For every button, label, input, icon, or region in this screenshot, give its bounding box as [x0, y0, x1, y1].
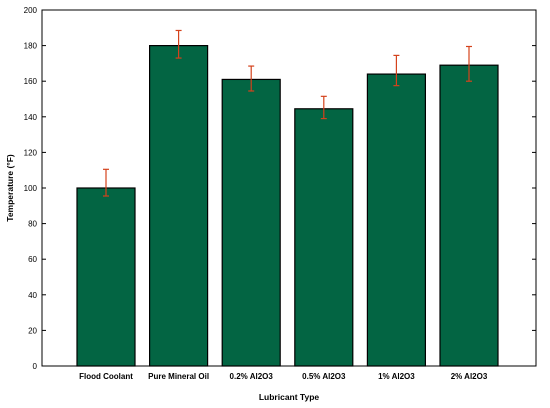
error-bars — [103, 29, 472, 197]
y-tick-label: 0 — [33, 362, 38, 371]
bar — [149, 44, 209, 367]
bar — [294, 108, 354, 367]
y-tick-label: 120 — [24, 148, 38, 157]
y-tick-label: 60 — [28, 255, 37, 264]
y-tick-label: 20 — [28, 326, 37, 335]
bar — [221, 78, 281, 367]
y-axis-title: Temperature (°F) — [5, 154, 15, 222]
y-axis-ticks: 0 20 40 60 80 100 120 140 160 180 200 — [24, 6, 536, 371]
x-category-label: 2% Al2O3 — [451, 372, 488, 381]
y-tick-label: 200 — [24, 6, 38, 15]
x-category-label: Pure Mineral Oil — [148, 372, 209, 381]
x-category-label: 0.5% Al2O3 — [302, 372, 346, 381]
y-tick-label: 140 — [24, 113, 38, 122]
y-tick-label: 180 — [24, 42, 38, 51]
bar — [439, 64, 499, 367]
x-category-label: Flood Coolant — [79, 372, 133, 381]
y-tick-label: 100 — [24, 184, 38, 193]
bar — [366, 73, 426, 367]
y-tick-label: 40 — [28, 291, 37, 300]
y-tick-label: 160 — [24, 77, 38, 86]
bar — [76, 187, 136, 367]
x-axis-title: Lubricant Type — [259, 392, 320, 402]
x-category-label: 0.2% Al2O3 — [230, 372, 274, 381]
bars — [76, 44, 499, 367]
y-tick-label: 80 — [28, 220, 37, 229]
x-category-label: 1% Al2O3 — [378, 372, 415, 381]
x-axis-category-labels: Flood Coolant Pure Mineral Oil 0.2% Al2O3 0… — [79, 372, 488, 381]
